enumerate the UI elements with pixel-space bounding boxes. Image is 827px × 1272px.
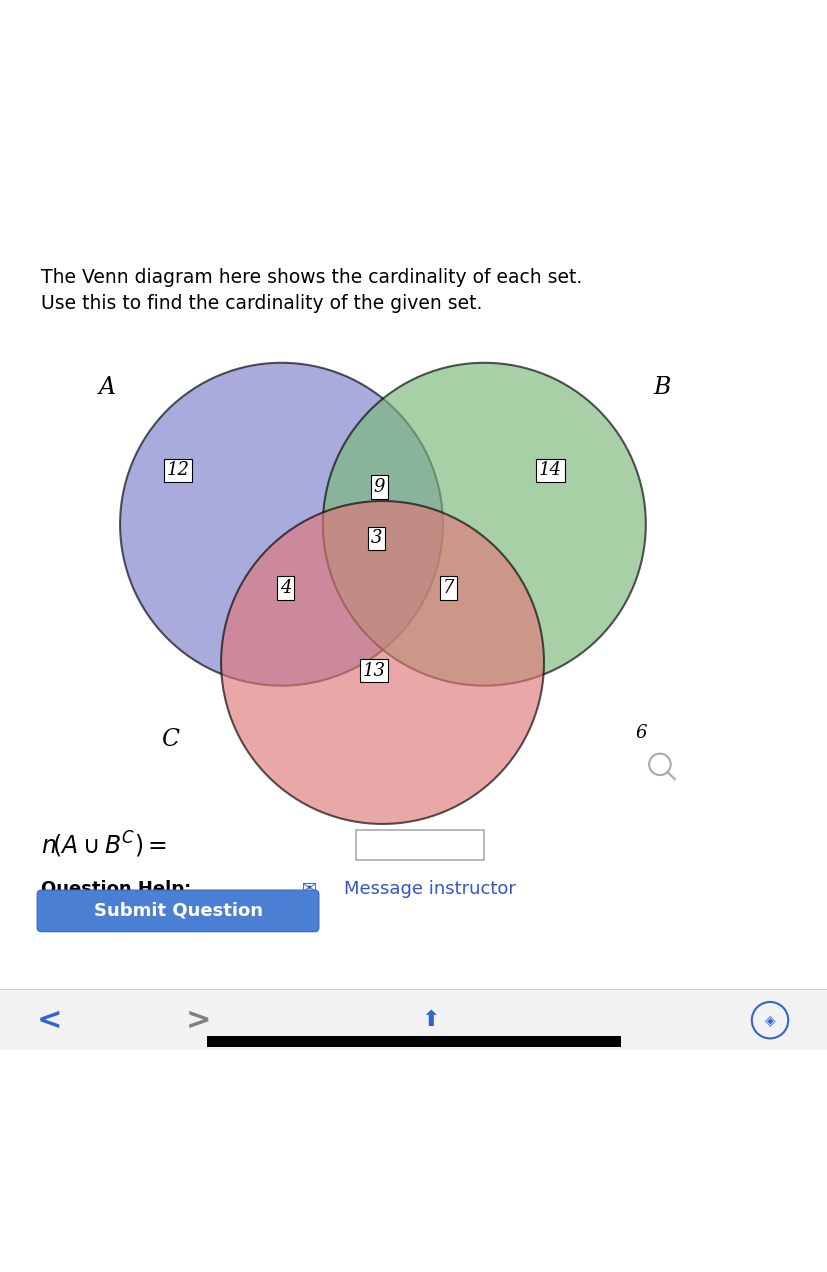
Bar [207,1035,620,1047]
Text: ◈: ◈ [764,1014,774,1028]
Bar [0,991,827,1049]
Text: 4: 4 [280,579,291,597]
Text: 6: 6 [635,724,647,742]
FancyBboxPatch shape [37,890,318,931]
Circle shape [221,501,543,824]
Text: C: C [160,728,179,750]
Text: 3: 3 [370,529,382,547]
Text: 13: 13 [362,661,385,679]
Text: >: > [186,1006,211,1034]
Text: Question Help:: Question Help: [41,879,191,898]
Text: <: < [37,1006,62,1034]
Text: A: A [99,377,116,399]
Text: 14: 14 [538,462,562,480]
Text: Use this to find the cardinality of the given set.: Use this to find the cardinality of the … [41,294,482,313]
Bar [0,988,827,991]
Text: B: B [653,377,670,399]
Text: 12: 12 [166,462,189,480]
FancyBboxPatch shape [356,829,484,860]
Text: ⬆: ⬆ [421,1010,439,1030]
Text: $n\!\left(A \cup B^{C}\right) =$: $n\!\left(A \cup B^{C}\right) =$ [41,829,167,860]
Circle shape [323,363,645,686]
Text: ✉: ✉ [302,879,317,898]
Text: The Venn diagram here shows the cardinality of each set.: The Venn diagram here shows the cardinal… [41,267,582,286]
Text: 9: 9 [373,478,385,496]
Text: Message instructor: Message instructor [343,879,515,898]
Text: Submit Question: Submit Question [93,902,262,920]
Circle shape [120,363,442,686]
Text: 7: 7 [442,579,454,597]
